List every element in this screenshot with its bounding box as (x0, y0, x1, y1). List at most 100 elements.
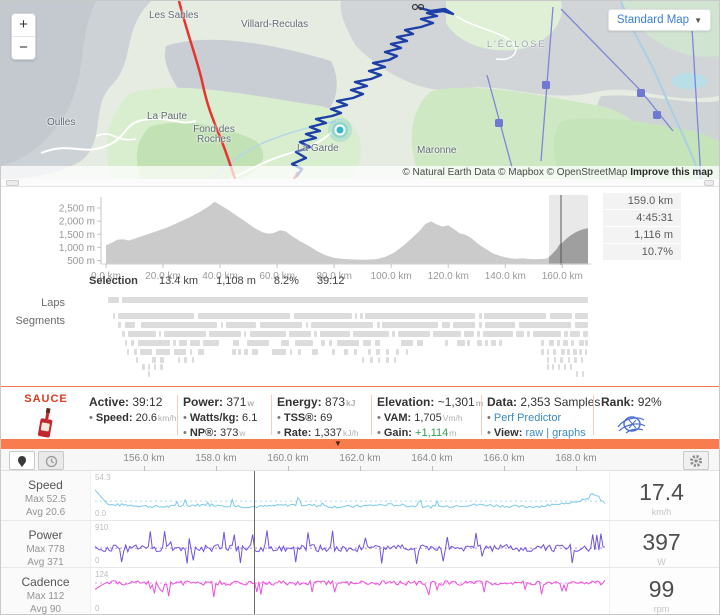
segment-bar[interactable] (226, 322, 256, 328)
segment-bar[interactable] (573, 349, 577, 355)
segment-bar[interactable] (583, 331, 588, 337)
segment-bar[interactable] (173, 340, 176, 346)
segment-bar[interactable] (377, 322, 380, 328)
segment-bar[interactable] (320, 331, 350, 337)
segment-bar[interactable] (290, 349, 292, 355)
segment-bar[interactable] (118, 313, 194, 319)
segment-bar[interactable] (118, 322, 121, 328)
segment-bar[interactable] (392, 331, 395, 337)
sauce-logo[interactable]: SAUCE (13, 393, 79, 445)
segment-bar[interactable] (370, 357, 373, 363)
segment-bar[interactable] (386, 349, 389, 355)
segment-bar[interactable] (585, 349, 587, 355)
segment-bar[interactable] (164, 331, 206, 337)
segment-bar[interactable] (547, 357, 549, 363)
chart-row-speed[interactable]: SpeedMax 52.5Avg 20.654.30.017.4km/h (1, 471, 719, 521)
segment-bar[interactable] (479, 322, 482, 328)
segment-bar[interactable] (499, 340, 502, 346)
segment-bar[interactable] (179, 340, 187, 346)
segment-bar[interactable] (198, 349, 204, 355)
segment-bar[interactable] (354, 349, 357, 355)
segment-bar[interactable] (519, 322, 571, 328)
segment-bar[interactable] (140, 349, 152, 355)
segment-bar[interactable] (298, 349, 301, 355)
segment-bar[interactable] (467, 340, 470, 346)
segment-bar[interactable] (125, 322, 135, 328)
segment-bar[interactable] (485, 322, 515, 328)
improve-map-link[interactable]: Improve this map (630, 167, 713, 178)
segment-bar[interactable] (570, 331, 580, 337)
segment-bar[interactable] (238, 349, 241, 355)
segment-bar[interactable] (127, 349, 129, 355)
segment-bar[interactable] (553, 349, 556, 355)
segment-bar[interactable] (483, 331, 513, 337)
chart-settings-button[interactable] (683, 451, 709, 470)
map-style-selector[interactable]: Standard Map▼ (608, 9, 711, 31)
segment-bar[interactable] (575, 313, 588, 319)
distance-mode-button[interactable] (9, 451, 35, 470)
zoom-out-button[interactable]: − (12, 37, 35, 60)
segment-bar[interactable] (527, 331, 530, 337)
segment-bar[interactable] (344, 349, 348, 355)
segment-bar[interactable] (131, 340, 134, 346)
segment-bar[interactable] (564, 364, 566, 370)
segment-bar[interactable] (445, 340, 448, 346)
segment-bar[interactable] (485, 340, 488, 346)
segment-bar[interactable] (479, 313, 482, 319)
segment-bar[interactable] (570, 364, 572, 370)
segment-bar[interactable] (581, 357, 583, 363)
segment-bar[interactable] (244, 331, 246, 337)
segment-bar[interactable] (382, 322, 438, 328)
segment-bar[interactable] (337, 340, 359, 346)
segment-bar[interactable] (442, 322, 450, 328)
segment-bar[interactable] (134, 349, 137, 355)
segment-bar[interactable] (272, 349, 286, 355)
segment-bar[interactable] (376, 349, 380, 355)
chart-plot-cadence[interactable] (91, 568, 609, 615)
segment-bar[interactable] (128, 331, 156, 337)
segment-bar[interactable] (433, 331, 461, 337)
segment-bar[interactable] (198, 313, 290, 319)
segment-bar[interactable] (579, 349, 582, 355)
segment-bar[interactable] (477, 331, 480, 337)
segment-bar[interactable] (561, 349, 565, 355)
lap-bar[interactable] (122, 297, 588, 303)
segment-bar[interactable] (312, 349, 318, 355)
segment-bar[interactable] (332, 349, 335, 355)
chart-row-cadence[interactable]: CadenceMax 112Avg 90124099rpm (1, 568, 719, 615)
segment-bar[interactable] (190, 349, 192, 355)
chart-plot-power[interactable] (91, 521, 609, 568)
segment-bar[interactable] (159, 331, 161, 337)
segment-bar[interactable] (547, 364, 549, 370)
segment-bar[interactable] (576, 371, 578, 377)
segment-bar[interactable] (306, 322, 308, 328)
segment-bar[interactable] (552, 364, 554, 370)
segment-bar[interactable] (560, 357, 563, 363)
segment-bar[interactable] (260, 322, 302, 328)
segment-bar[interactable] (184, 357, 187, 363)
segment-bar[interactable] (386, 357, 389, 363)
segment-bar[interactable] (148, 371, 150, 377)
segment-bar[interactable] (417, 340, 423, 346)
segment-bar[interactable] (571, 340, 574, 346)
segment-bar[interactable] (549, 340, 554, 346)
segment-bar[interactable] (209, 331, 241, 337)
segment-bar[interactable] (203, 340, 219, 346)
segment-bar[interactable] (365, 313, 475, 319)
segment-bar[interactable] (138, 340, 170, 346)
segment-bar[interactable] (160, 364, 163, 370)
segment-bar[interactable] (567, 349, 570, 355)
segment-bar[interactable] (464, 331, 474, 337)
segment-bar[interactable] (174, 349, 186, 355)
segment-bar[interactable] (579, 340, 584, 346)
segment-bar[interactable] (329, 340, 332, 346)
segment-bar[interactable] (221, 322, 223, 328)
segment-bar[interactable] (360, 313, 363, 319)
segment-bar[interactable] (295, 340, 313, 346)
segment-bar[interactable] (314, 331, 317, 337)
segment-bar[interactable] (585, 340, 588, 346)
segment-bar[interactable] (363, 340, 371, 346)
segment-bar[interactable] (233, 340, 239, 346)
chart-plot-speed[interactable] (91, 471, 609, 521)
resize-grip-left[interactable] (6, 180, 19, 186)
